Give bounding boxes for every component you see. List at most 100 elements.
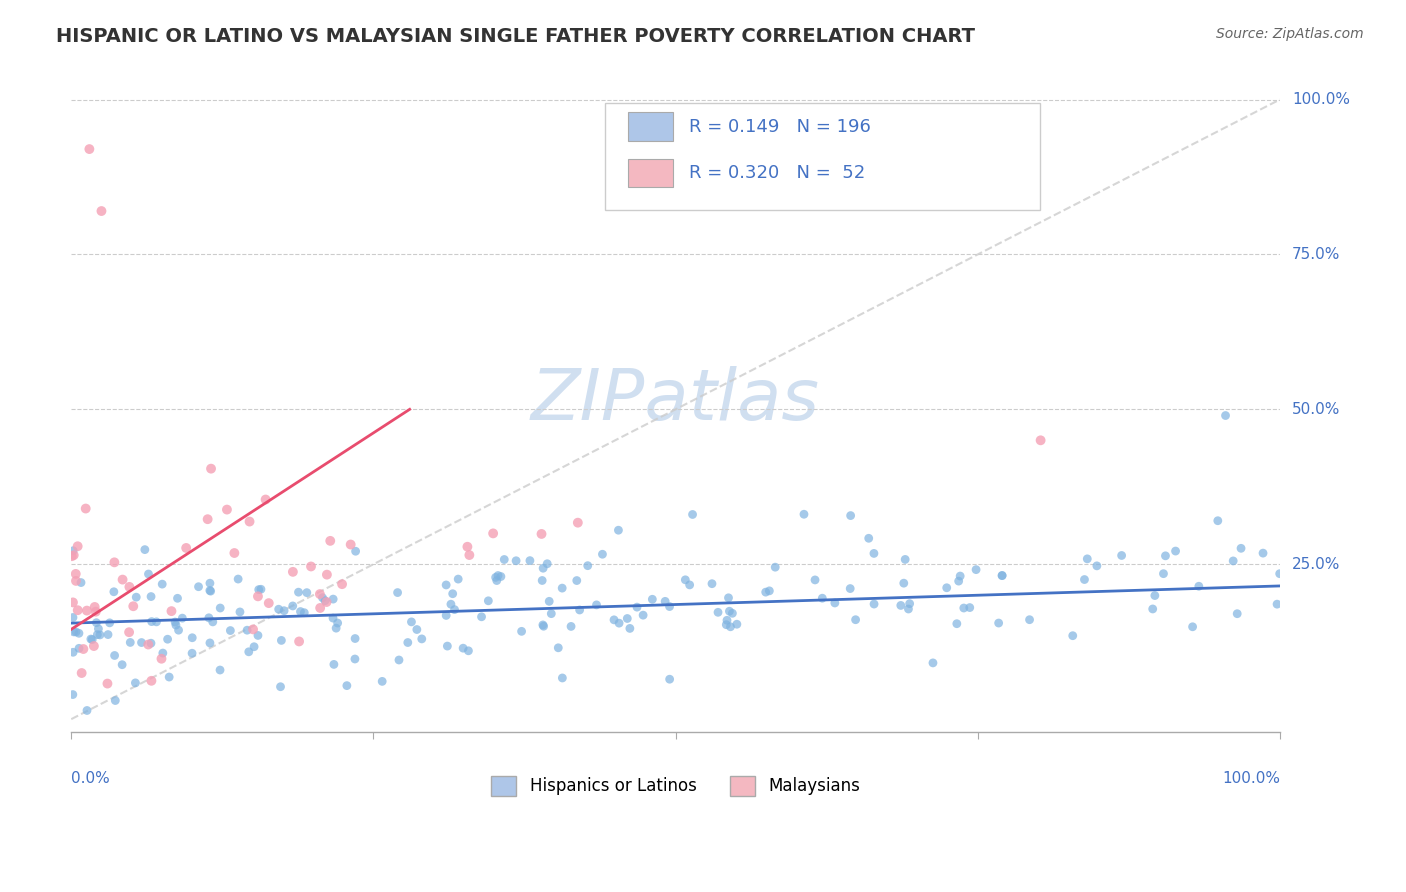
Point xyxy=(215,502,238,516)
Point xyxy=(246,628,269,642)
Point xyxy=(288,634,311,648)
Point xyxy=(198,576,221,591)
Point xyxy=(198,611,221,625)
Point xyxy=(246,590,269,604)
Point xyxy=(145,615,167,629)
Point xyxy=(716,613,738,627)
Point xyxy=(322,592,344,607)
Point xyxy=(1076,552,1098,566)
Point xyxy=(538,594,561,608)
Point xyxy=(83,599,105,614)
Point xyxy=(250,582,273,597)
Point xyxy=(922,656,945,670)
Point xyxy=(156,632,179,647)
Point xyxy=(82,632,104,647)
Point xyxy=(150,577,173,591)
Point xyxy=(948,574,970,588)
Point xyxy=(547,640,569,655)
Point xyxy=(172,611,194,625)
Point xyxy=(1073,573,1095,587)
Point xyxy=(371,674,394,689)
Point xyxy=(436,639,458,653)
Point xyxy=(1111,549,1133,563)
Point xyxy=(165,615,187,629)
Point xyxy=(863,597,886,611)
Point xyxy=(1018,613,1040,627)
Point xyxy=(152,646,174,660)
Point xyxy=(238,515,260,529)
Point xyxy=(718,604,741,618)
Point xyxy=(387,585,409,599)
Point xyxy=(96,676,118,690)
Point xyxy=(965,563,987,577)
Point xyxy=(76,704,98,718)
Point xyxy=(551,671,574,685)
Point xyxy=(66,603,89,617)
Point xyxy=(219,624,242,638)
Point xyxy=(893,576,915,591)
Point xyxy=(80,632,103,646)
Point xyxy=(167,623,190,637)
Point xyxy=(758,583,780,598)
Point xyxy=(339,537,361,551)
Point xyxy=(62,610,84,624)
Point xyxy=(477,594,499,608)
Point xyxy=(273,604,295,618)
Point xyxy=(322,611,344,625)
Point xyxy=(457,644,479,658)
Point xyxy=(111,573,134,587)
Point xyxy=(281,565,304,579)
Point xyxy=(824,596,846,610)
Point xyxy=(247,582,270,597)
Point xyxy=(568,603,591,617)
Point xyxy=(314,593,336,607)
Point xyxy=(1181,620,1204,634)
Point xyxy=(485,570,508,584)
Point xyxy=(60,549,83,564)
Point xyxy=(530,527,553,541)
Point xyxy=(90,204,112,219)
Point xyxy=(1251,546,1274,560)
Point xyxy=(1222,554,1244,568)
Point xyxy=(763,560,786,574)
Point xyxy=(1206,514,1229,528)
Point xyxy=(118,625,141,640)
Point xyxy=(238,645,260,659)
Point xyxy=(935,581,957,595)
Point xyxy=(322,657,344,672)
Point xyxy=(858,531,880,545)
Point xyxy=(1154,549,1177,563)
Text: ZIPatlas: ZIPatlas xyxy=(531,366,820,434)
Point xyxy=(470,609,492,624)
Point xyxy=(890,599,912,613)
Point xyxy=(1230,541,1253,556)
Point xyxy=(295,585,318,599)
Point xyxy=(326,615,349,630)
Point xyxy=(489,569,512,583)
Point xyxy=(510,624,533,639)
Point xyxy=(181,631,204,645)
Point xyxy=(1215,409,1237,423)
Point xyxy=(565,574,588,588)
Point xyxy=(1265,597,1288,611)
Point xyxy=(118,580,141,594)
Point xyxy=(845,613,868,627)
Point xyxy=(201,615,224,629)
Point xyxy=(125,590,148,604)
Point xyxy=(209,601,232,615)
Point xyxy=(576,558,599,573)
Point xyxy=(440,597,463,611)
Point xyxy=(434,608,457,623)
Point xyxy=(551,581,574,595)
Point xyxy=(174,541,197,555)
Point xyxy=(187,580,209,594)
Point xyxy=(139,636,162,650)
Point xyxy=(254,492,277,507)
Point xyxy=(76,604,98,618)
Point xyxy=(619,621,641,635)
Point xyxy=(631,608,654,623)
Point xyxy=(198,583,221,598)
Point xyxy=(65,574,87,588)
Point xyxy=(533,619,555,633)
Point xyxy=(991,568,1014,582)
